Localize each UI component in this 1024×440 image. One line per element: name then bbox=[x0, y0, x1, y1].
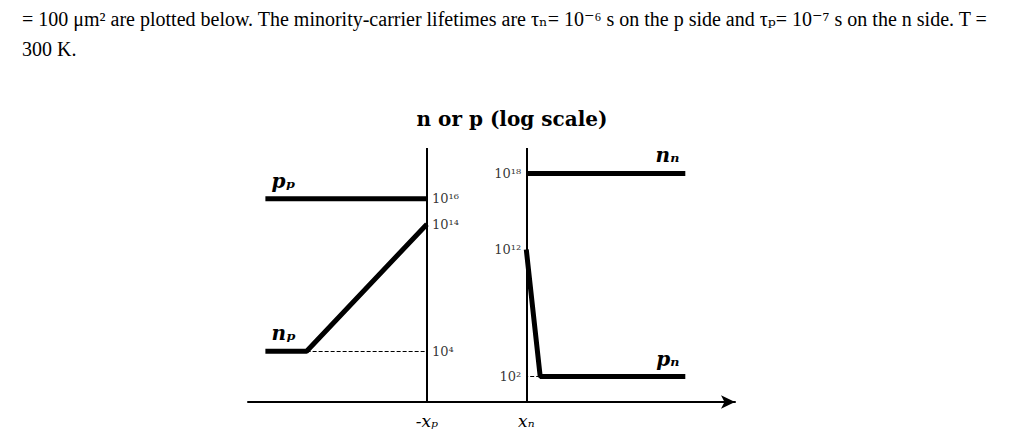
svg-text:n or p (log scale): n or p (log scale) bbox=[417, 107, 608, 131]
svg-text:nₙ: nₙ bbox=[656, 143, 680, 167]
svg-text:10¹⁸: 10¹⁸ bbox=[494, 166, 521, 181]
svg-text:10²: 10² bbox=[500, 369, 522, 384]
html-text:= 100 μm² are plotted below. T: = 100 μm² are plotted below. The minorit… bbox=[22, 8, 987, 60]
svg-text:pₙ: pₙ bbox=[656, 347, 679, 371]
svg-text:10¹⁶: 10¹⁶ bbox=[432, 191, 459, 206]
svg-text:-xₚ: -xₚ bbox=[416, 411, 438, 431]
svg-text:xₙ: xₙ bbox=[518, 411, 535, 431]
svg-text:10⁴: 10⁴ bbox=[432, 344, 454, 359]
svg-text:10¹⁴: 10¹⁴ bbox=[432, 217, 459, 232]
svg-text:nₚ: nₚ bbox=[271, 321, 296, 345]
svg-text:pₚ: pₚ bbox=[271, 169, 295, 193]
svg-text:10¹²: 10¹² bbox=[494, 242, 521, 257]
